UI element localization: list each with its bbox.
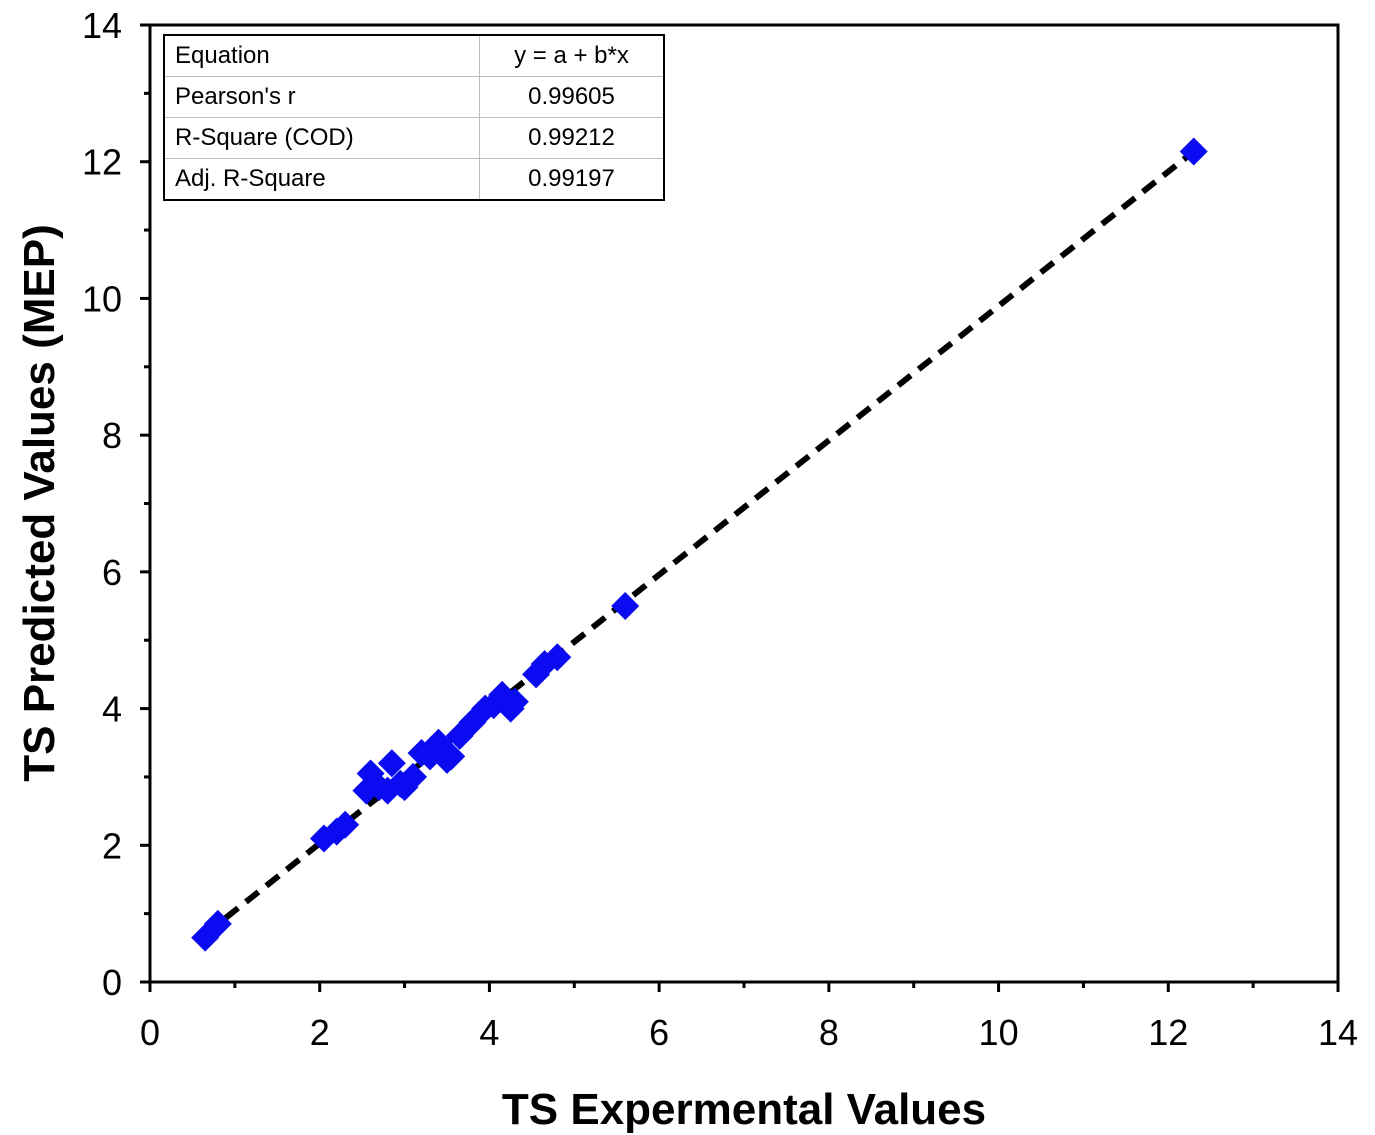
x-tick-label: 14 [1318, 1012, 1358, 1053]
data-point [488, 680, 517, 709]
stat-value: y = a + b*x [479, 34, 665, 77]
data-point [437, 742, 466, 771]
table-row: Adj. R-Square 0.99197 [163, 158, 665, 201]
table-row: Equation y = a + b*x [163, 34, 665, 77]
data-point [399, 762, 428, 791]
table-row: Pearson's r 0.99605 [163, 76, 665, 118]
stat-label: Equation [163, 34, 480, 77]
data-point [203, 909, 232, 938]
y-tick-label: 10 [82, 278, 122, 319]
y-axis-title: TS Predicted Values (MEP) [15, 224, 64, 782]
data-point [611, 592, 640, 621]
x-tick-label: 0 [140, 1012, 160, 1053]
y-tick-label: 14 [82, 5, 122, 46]
x-tick-label: 4 [479, 1012, 499, 1053]
x-axis-title: TS Expermental Values [502, 1085, 986, 1134]
data-point [500, 687, 529, 716]
data-point [1179, 137, 1208, 166]
y-tick-label: 2 [102, 825, 122, 866]
data-point [377, 749, 406, 778]
data-point [543, 643, 572, 672]
stat-label: Adj. R-Square [163, 158, 480, 201]
y-tick-label: 6 [102, 552, 122, 593]
stat-value: 0.99605 [479, 76, 665, 118]
x-tick-label: 8 [819, 1012, 839, 1053]
y-tick-label: 0 [102, 962, 122, 1003]
fit-line-group [203, 149, 1196, 937]
fit-line [203, 149, 1196, 937]
fit-statistics-table: Equation y = a + b*x Pearson's r 0.99605… [163, 34, 665, 201]
stat-label: R-Square (COD) [163, 117, 480, 159]
data-points [191, 137, 1208, 952]
table-row: R-Square (COD) 0.99212 [163, 117, 665, 159]
data-point [331, 810, 360, 839]
stat-label: Pearson's r [163, 76, 480, 118]
stat-value: 0.99212 [479, 117, 665, 159]
x-tick-label: 12 [1148, 1012, 1188, 1053]
axis-ticks: 0 2 4 6 8 10 12 14 0 2 4 6 8 10 12 14 [82, 5, 1358, 1053]
y-tick-label: 12 [82, 142, 122, 183]
y-tick-label: 8 [102, 415, 122, 456]
x-tick-label: 6 [649, 1012, 669, 1053]
x-tick-label: 10 [979, 1012, 1019, 1053]
y-tick-label: 4 [102, 689, 122, 730]
stat-value: 0.99197 [479, 158, 665, 201]
x-tick-label: 2 [310, 1012, 330, 1053]
